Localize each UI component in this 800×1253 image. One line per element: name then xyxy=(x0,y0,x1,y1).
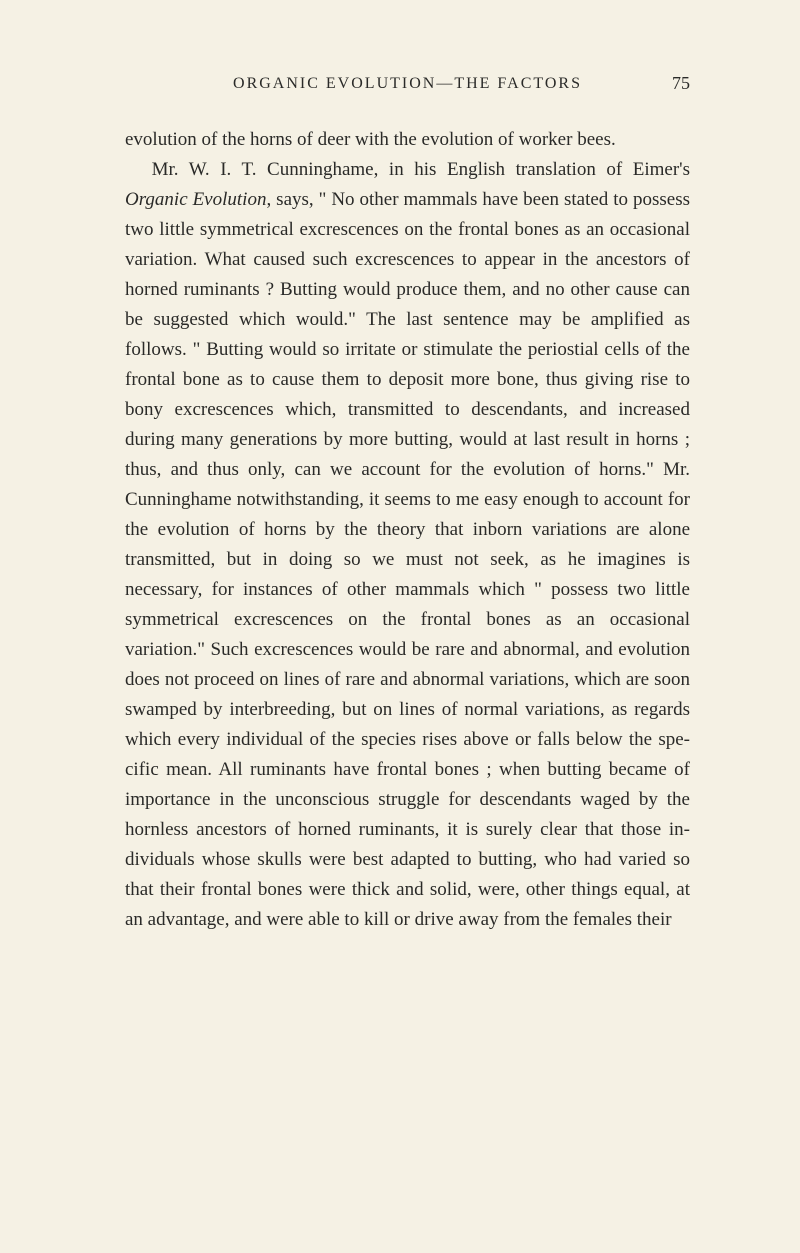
body-text: evolution of the horns of deer with the … xyxy=(125,125,690,935)
p2-post: , says, " No other mammals have been sta… xyxy=(125,189,690,930)
page-header: ORGANIC EVOLUTION—THE FACTORS 75 xyxy=(125,75,690,93)
paragraph-continuation: evolution of the horns of deer with the … xyxy=(125,125,690,155)
running-head: ORGANIC EVOLUTION—THE FACTORS xyxy=(233,75,582,93)
paragraph-main: Mr. W. I. T. Cunninghame, in his English… xyxy=(125,155,690,935)
page-number: 75 xyxy=(672,73,690,94)
p2-pre: Mr. W. I. T. Cunninghame, in his English… xyxy=(152,159,690,180)
book-title-italic: Organic Evolution xyxy=(125,189,266,210)
